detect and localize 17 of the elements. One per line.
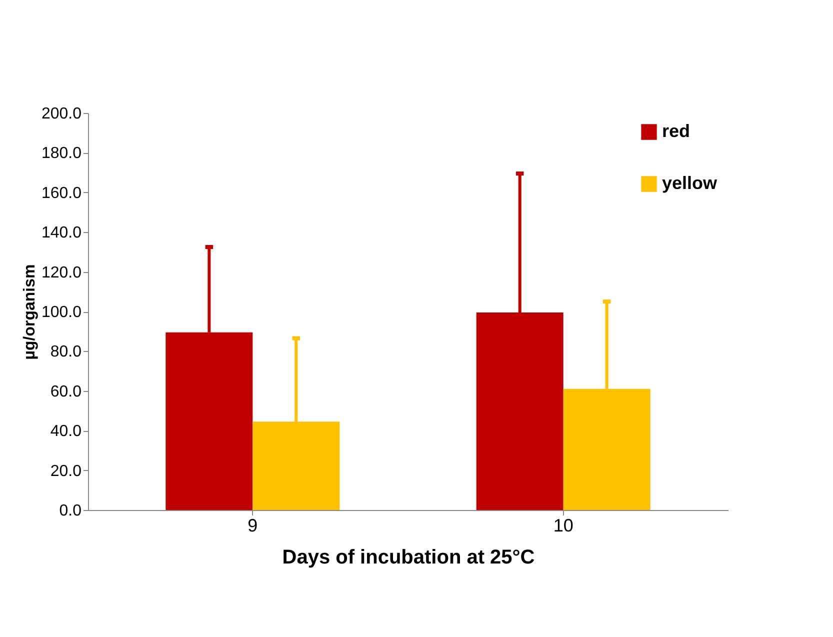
y-tick-label: 20.0 — [50, 462, 82, 480]
y-tick-label: 80.0 — [50, 344, 82, 361]
y-tick-label: 160.0 — [41, 184, 82, 202]
legend-label: yellow — [662, 173, 718, 193]
y-tick-label: 120.0 — [41, 264, 82, 282]
y-tick-label: 200.0 — [41, 106, 82, 122]
y-axis-title: µg/organism — [21, 264, 38, 360]
y-tick-label: 60.0 — [50, 383, 82, 400]
legend-label: red — [662, 121, 690, 141]
x-tick-label: 9 — [248, 516, 258, 536]
x-tick-label: 10 — [553, 516, 574, 536]
y-tick-label: 140.0 — [41, 224, 82, 242]
y-tick-label: 100.0 — [41, 304, 82, 321]
y-tick-label: 40.0 — [50, 423, 82, 440]
x-axis-title: Days of incubation at 25°C — [282, 546, 535, 568]
y-tick-label: 180.0 — [41, 145, 82, 162]
y-tick-label: 0.0 — [59, 502, 82, 520]
